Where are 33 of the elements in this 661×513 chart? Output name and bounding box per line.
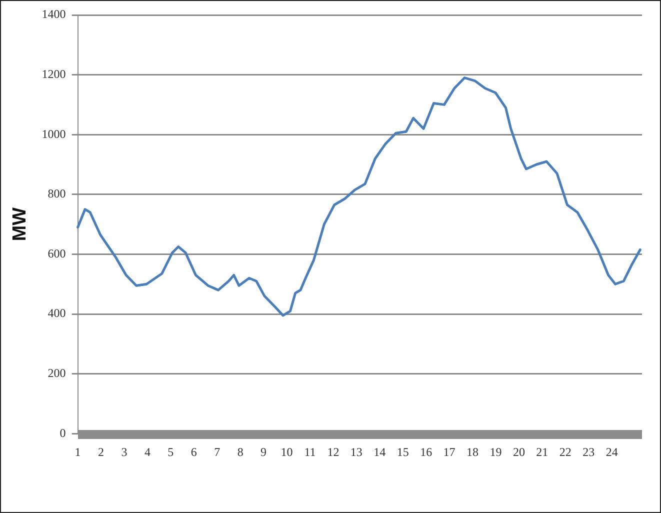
x-tick-label: 7 [214, 444, 220, 459]
x-tick-label: 19 [490, 444, 502, 459]
x-tick-label: 20 [512, 444, 525, 459]
x-tick-label: 11 [304, 444, 316, 459]
y-tick-label: 1400 [42, 7, 66, 22]
x-tick-label: 8 [237, 444, 244, 459]
x-tick-label: 14 [374, 444, 386, 459]
x-tick-label: 13 [350, 444, 362, 459]
x-tick-label: 24 [606, 444, 618, 459]
x-tick-label: 21 [536, 444, 548, 459]
x-tick-label: 18 [466, 444, 479, 459]
y-tick-label: 200 [48, 366, 66, 380]
y-tick-label: 0 [60, 426, 66, 440]
y-tick-label: 400 [48, 306, 66, 320]
x-tick-label: 1 [74, 444, 81, 459]
y-tick-label: 1000 [42, 126, 66, 141]
x-tick-label: 4 [144, 444, 150, 459]
x-tick-label: 16 [420, 444, 432, 459]
x-tick-label: 17 [443, 444, 456, 459]
x-tick-label: 2 [98, 444, 104, 459]
x-tick-label: 9 [260, 444, 267, 459]
y-tick-label: 800 [48, 186, 66, 201]
x-tick-label: 22 [559, 444, 572, 459]
y-axis-title: MW [10, 207, 31, 242]
x-tick-label: 6 [190, 444, 197, 459]
y-tick-label: 1200 [42, 66, 66, 81]
x-tick-label: 10 [280, 444, 293, 459]
x-tick-label: 23 [582, 444, 595, 459]
y-tick-label: 600 [48, 246, 66, 260]
x-tick-label: 15 [396, 444, 409, 459]
x-tick-label: 5 [168, 444, 174, 459]
x-tick-label: 12 [327, 444, 340, 459]
x-tick-label: 3 [121, 444, 128, 459]
